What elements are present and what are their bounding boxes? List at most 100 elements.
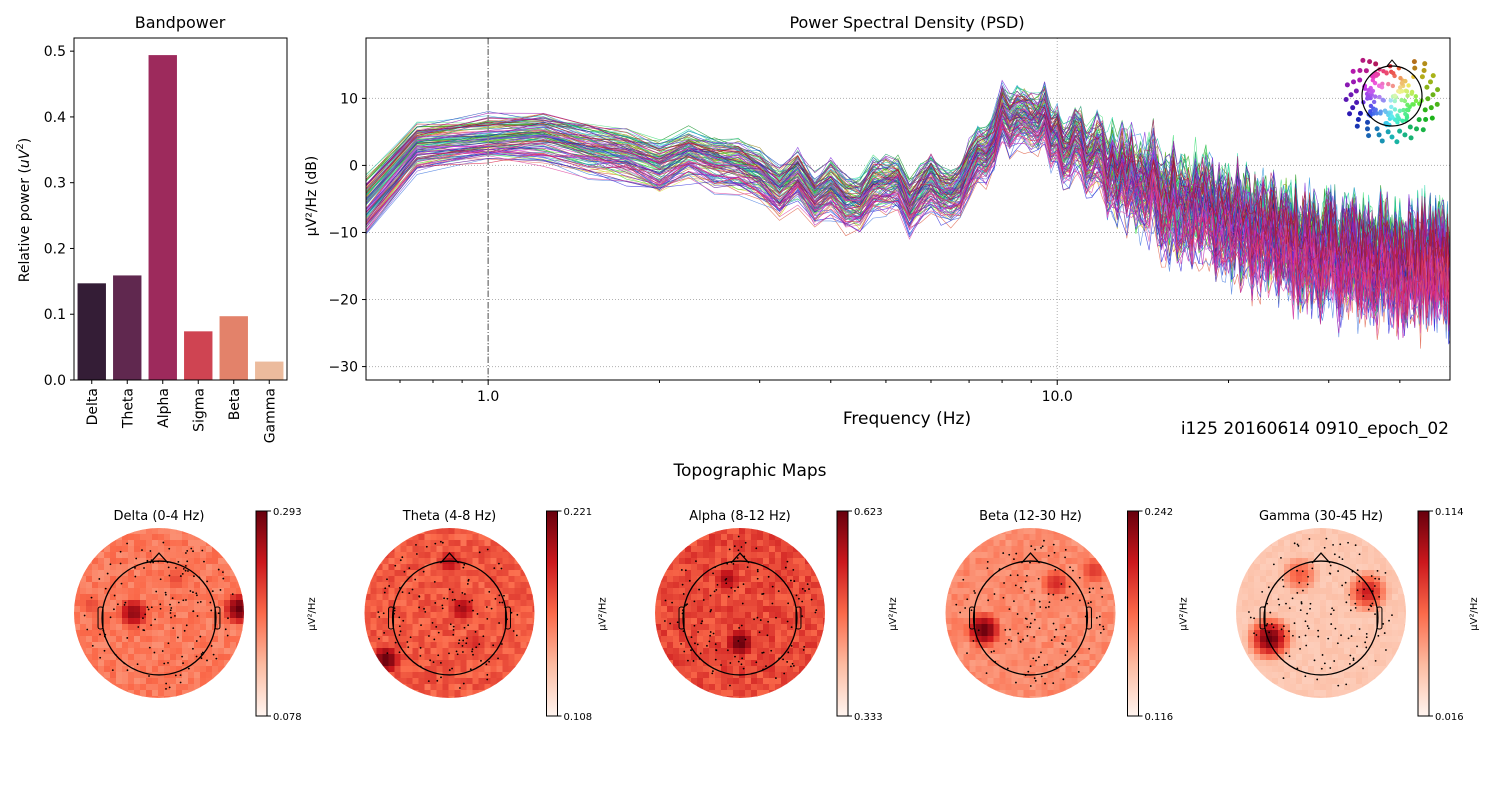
topomap-cell [436,678,443,685]
topomap-cell [1029,666,1036,673]
topomap-cell [98,540,105,547]
topomap-cell [164,636,171,643]
topomap-cell [691,588,698,595]
topomap-cell [679,588,686,595]
topomap-cell [709,672,716,679]
topomap-cell [823,594,825,601]
topomap-cell [140,672,147,679]
psd-channel-line [366,92,1450,281]
topomap-cell [140,678,147,685]
topomap-cell [116,648,123,655]
topomap-cell [412,534,419,541]
topomap-cell [1368,618,1375,625]
sensor-dot [1033,636,1035,638]
topomap-cell [661,612,668,619]
topomap-cell [703,594,710,601]
topomap-cell [775,684,782,691]
topomap-cell [745,576,752,583]
topomap-cell [763,534,770,541]
topomap-cell [376,696,383,698]
topomap-cell [532,618,535,625]
topomap-cell [206,576,213,583]
topomap-cell [823,618,825,625]
topomap-cell [140,588,147,595]
topomap-cell [817,600,824,607]
topomap-cell [466,696,473,698]
topomap-cell [490,666,497,673]
topomap-cell [122,558,129,565]
topomap-cell [751,528,758,535]
topomap-cell [460,636,467,643]
topomap-cell [751,666,758,673]
topomap-cell [1302,636,1309,643]
topomap-cell [514,546,521,553]
topomap-cell [787,612,794,619]
bandpower-title: Bandpower [135,13,226,32]
topomap-cell [1077,534,1084,541]
topomap-cell [951,582,958,589]
topomap-cell [430,696,437,698]
topomap-cell [364,552,371,559]
topomap-cell [963,558,970,565]
sensor-dot [471,599,474,602]
topomap-cell [685,654,692,661]
topomap-cell [1023,552,1030,559]
topomap-cell [104,618,111,625]
topomap-cell [98,648,105,655]
topomap-cell [1011,648,1018,655]
topomap-cell [817,534,824,541]
topomap-cell [128,582,135,589]
topomap-cell [104,546,111,553]
topomap-cell [526,660,533,667]
topomap-cell [697,618,704,625]
topomap-cell [775,618,782,625]
topomap-cell [1005,690,1012,697]
topomap-cell [1326,582,1333,589]
topomap-cell [963,690,970,697]
sensor-dot [215,657,218,660]
topomap-cell [502,648,509,655]
topomap-cell [945,660,952,667]
topomap-cell [805,690,812,697]
topomap-cell [442,642,449,649]
topomap-cell [430,606,437,613]
sensor-dot [1368,113,1373,118]
sensor-dot [136,663,139,666]
topomap-cell [811,618,818,625]
sensor-dot [1412,65,1418,71]
topomap-cell [661,564,668,571]
sensor-dot [433,638,436,641]
topomap-cell [74,534,81,541]
topomap-cell [1380,564,1387,571]
topomap-cell [466,558,473,565]
topomap-cell [382,624,389,631]
topomap-cell [793,678,800,685]
topomap-cell [763,576,770,583]
topomap-cell [412,618,419,625]
topomap-cell [1380,606,1387,613]
sensor-dot [1102,625,1105,628]
topomap-cell [430,642,437,649]
topomap-cell [200,636,207,643]
sensor-dot [701,620,704,623]
topomap-cell [679,690,686,697]
y-tick-label: 0.3 [44,176,66,192]
topomap-cell [1242,600,1249,607]
topomap-cell [134,678,141,685]
topomap-cell [945,642,952,649]
topomap-cell [1236,552,1243,559]
topomap-cell [460,696,467,698]
topomap-cell [1350,648,1357,655]
sensor-dot [436,679,439,682]
topomap-cell [502,666,509,673]
topomap-cell [661,582,668,589]
topomap-cell [1047,600,1054,607]
topomap-cell [1326,612,1333,619]
topomap-cell [745,648,752,655]
topomap-cell [661,696,668,698]
topomap-cell [1404,612,1406,619]
topomap-cell [128,612,135,619]
topomap-cell [715,642,722,649]
topomap-cell [1065,618,1072,625]
topomap-cell [661,642,668,649]
